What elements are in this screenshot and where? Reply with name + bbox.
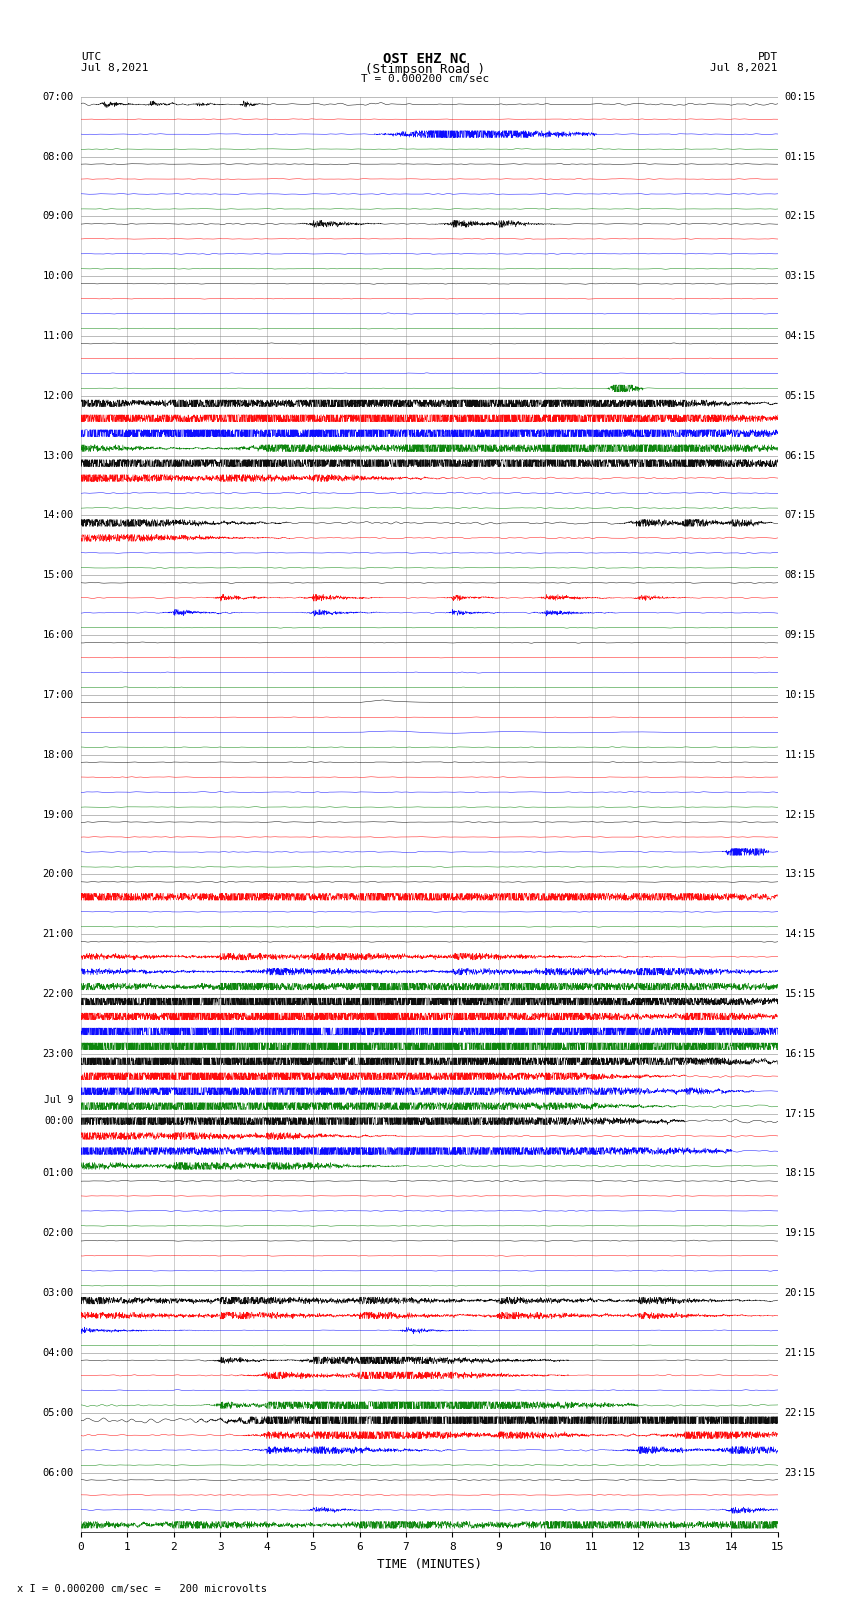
Text: 23:15: 23:15 — [785, 1468, 816, 1478]
Text: 13:00: 13:00 — [42, 450, 74, 461]
Text: 17:15: 17:15 — [785, 1108, 816, 1119]
Text: 04:15: 04:15 — [785, 331, 816, 340]
Text: Jul 9: Jul 9 — [44, 1095, 74, 1105]
Text: 14:00: 14:00 — [42, 510, 74, 521]
Text: 15:00: 15:00 — [42, 571, 74, 581]
Text: 16:00: 16:00 — [42, 631, 74, 640]
Text: 01:00: 01:00 — [42, 1168, 74, 1179]
Text: 00:15: 00:15 — [785, 92, 816, 102]
Text: Jul 8,2021: Jul 8,2021 — [81, 63, 148, 73]
Text: 19:00: 19:00 — [42, 810, 74, 819]
Text: 10:15: 10:15 — [785, 690, 816, 700]
Text: 09:15: 09:15 — [785, 631, 816, 640]
Text: 08:15: 08:15 — [785, 571, 816, 581]
X-axis label: TIME (MINUTES): TIME (MINUTES) — [377, 1558, 482, 1571]
Text: 11:15: 11:15 — [785, 750, 816, 760]
Text: 20:00: 20:00 — [42, 869, 74, 879]
Text: 03:00: 03:00 — [42, 1289, 74, 1298]
Text: 08:00: 08:00 — [42, 152, 74, 161]
Text: 18:00: 18:00 — [42, 750, 74, 760]
Text: 17:00: 17:00 — [42, 690, 74, 700]
Text: 12:15: 12:15 — [785, 810, 816, 819]
Text: Jul 8,2021: Jul 8,2021 — [711, 63, 778, 73]
Text: 11:00: 11:00 — [42, 331, 74, 340]
Text: 05:00: 05:00 — [42, 1408, 74, 1418]
Text: 01:15: 01:15 — [785, 152, 816, 161]
Text: 03:15: 03:15 — [785, 271, 816, 281]
Text: 20:15: 20:15 — [785, 1289, 816, 1298]
Text: 06:15: 06:15 — [785, 450, 816, 461]
Text: 14:15: 14:15 — [785, 929, 816, 939]
Text: T = 0.000200 cm/sec: T = 0.000200 cm/sec — [361, 74, 489, 84]
Text: 04:00: 04:00 — [42, 1348, 74, 1358]
Text: PDT: PDT — [757, 52, 778, 61]
Text: 02:00: 02:00 — [42, 1227, 74, 1239]
Text: 13:15: 13:15 — [785, 869, 816, 879]
Text: (Stimpson Road ): (Stimpson Road ) — [365, 63, 485, 76]
Text: OST EHZ NC: OST EHZ NC — [383, 52, 467, 66]
Text: 12:00: 12:00 — [42, 390, 74, 402]
Text: 18:15: 18:15 — [785, 1168, 816, 1179]
Text: 06:00: 06:00 — [42, 1468, 74, 1478]
Text: 22:00: 22:00 — [42, 989, 74, 998]
Text: 05:15: 05:15 — [785, 390, 816, 402]
Text: 07:00: 07:00 — [42, 92, 74, 102]
Text: 09:00: 09:00 — [42, 211, 74, 221]
Text: 21:00: 21:00 — [42, 929, 74, 939]
Text: 02:15: 02:15 — [785, 211, 816, 221]
Text: UTC: UTC — [81, 52, 101, 61]
Text: 22:15: 22:15 — [785, 1408, 816, 1418]
Text: 19:15: 19:15 — [785, 1227, 816, 1239]
Text: 23:00: 23:00 — [42, 1048, 74, 1058]
Text: x I = 0.000200 cm/sec =   200 microvolts: x I = 0.000200 cm/sec = 200 microvolts — [17, 1584, 267, 1594]
Text: 21:15: 21:15 — [785, 1348, 816, 1358]
Text: 00:00: 00:00 — [44, 1116, 74, 1126]
Text: 16:15: 16:15 — [785, 1048, 816, 1058]
Text: 15:15: 15:15 — [785, 989, 816, 998]
Text: 07:15: 07:15 — [785, 510, 816, 521]
Text: 10:00: 10:00 — [42, 271, 74, 281]
